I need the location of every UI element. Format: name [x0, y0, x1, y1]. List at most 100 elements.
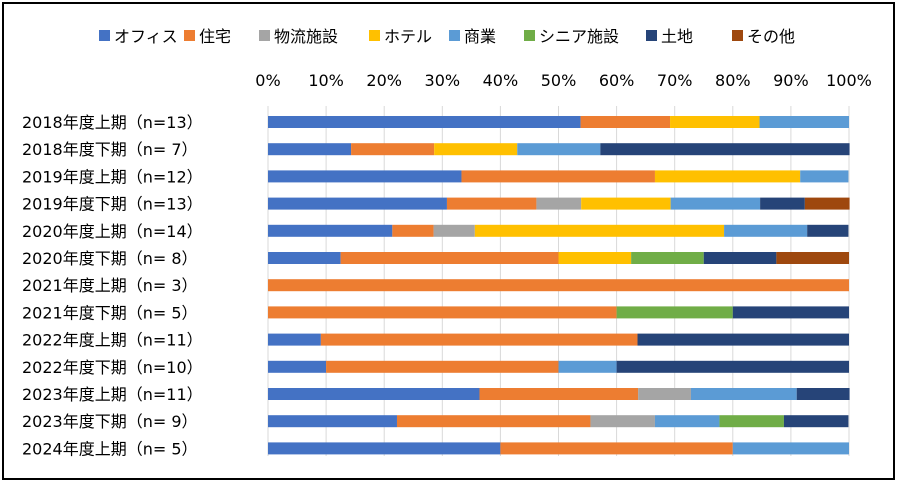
category-label: 2020年度上期（n=14）: [22, 222, 203, 241]
bar-segment: [637, 333, 849, 346]
bar-segment: [268, 279, 849, 292]
x-axis-ticks: 0% 10% 20% 30% 40% 50% 60% 70% 80% 90% 100%: [255, 71, 872, 90]
category-label: 2024年度上期（n= 5）: [22, 439, 198, 458]
bar-segment: [703, 252, 777, 264]
bar-segment: [268, 388, 480, 400]
bar-segment: [268, 306, 617, 319]
bar-segment: [800, 170, 849, 183]
x-tick-label: 80%: [715, 71, 751, 90]
legend-label: 商業: [464, 27, 496, 46]
x-tick-label: 10%: [308, 71, 344, 90]
bar-segment: [268, 143, 352, 156]
legend-swatch: [369, 30, 380, 41]
bar-segment: [268, 170, 462, 183]
bar-segment: [479, 388, 639, 400]
bar-segment: [690, 388, 797, 400]
y-axis-categories: 2018年度上期（n=13） 2018年度下期（n= 7） 2019年度上期（n=1…: [22, 113, 203, 458]
bar-segment: [804, 197, 850, 210]
legend-swatch: [184, 30, 195, 41]
bar-segment: [670, 116, 760, 128]
bar-segment: [433, 224, 475, 237]
bar-segment: [268, 415, 397, 428]
bar-segment: [434, 143, 518, 156]
bar-segment: [461, 170, 655, 183]
bar-segment: [474, 224, 725, 237]
category-label: 2022年度下期（n=10）: [22, 358, 203, 377]
category-label: 2023年度上期（n=11）: [22, 385, 203, 404]
legend-swatch: [449, 30, 460, 41]
bar-segment: [670, 197, 761, 210]
category-label: 2021年度上期（n= 3）: [22, 276, 198, 295]
bar-segment: [340, 252, 559, 264]
legend-label: 物流施設: [274, 27, 338, 46]
stacked-bar-chart: オフィス 住宅 物流施設 ホテル 商業 シニア施設 土地 その他 0% 10% 20% 30% 40%…: [22, 27, 872, 458]
x-tick-label: 40%: [483, 71, 519, 90]
bar-segment: [590, 415, 655, 428]
bar-segment: [732, 442, 849, 455]
bar-segment: [268, 116, 581, 128]
bar-segment: [326, 360, 559, 373]
legend-label: ホテル: [384, 27, 432, 46]
bar-segment: [392, 224, 434, 237]
bar-segment: [776, 252, 849, 264]
legend-label: 土地: [661, 27, 693, 46]
bar-segment: [616, 306, 733, 319]
legend-swatch: [524, 30, 535, 41]
bar-segment: [581, 197, 671, 210]
bar-segment: [517, 143, 601, 156]
bar-segment: [351, 143, 435, 156]
legend-swatch: [732, 30, 743, 41]
x-tick-label: 30%: [425, 71, 461, 90]
bar-segment: [580, 116, 671, 128]
category-label: 2022年度上期（n=11）: [22, 331, 203, 350]
x-tick-label: 70%: [657, 71, 693, 90]
bar-segment: [268, 252, 341, 264]
legend: オフィス 住宅 物流施設 ホテル 商業 シニア施設 土地 その他: [99, 27, 795, 46]
category-label: 2020年度下期（n= 8）: [22, 249, 198, 268]
bar-segment: [631, 252, 704, 264]
bar-segment: [396, 415, 591, 428]
bar-segment: [500, 442, 733, 455]
legend-swatch: [259, 30, 270, 41]
legend-label: シニア施設: [539, 27, 619, 46]
bar-segment: [558, 252, 632, 264]
bar-segment: [268, 224, 393, 237]
bar-segment: [268, 333, 321, 346]
bars: [268, 116, 850, 455]
bar-segment: [600, 143, 850, 156]
x-tick-label: 50%: [541, 71, 577, 90]
bar-segment: [654, 415, 720, 428]
legend-label: 住宅: [199, 27, 231, 46]
bar-segment: [807, 224, 849, 237]
x-tick-label: 60%: [599, 71, 635, 90]
x-tick-label: 90%: [773, 71, 809, 90]
category-label: 2023年度下期（n= 9）: [22, 412, 198, 431]
bar-segment: [719, 415, 784, 428]
bar-segment: [536, 197, 582, 210]
bar-segment: [616, 360, 849, 373]
x-tick-label: 20%: [366, 71, 402, 90]
bar-segment: [268, 442, 501, 455]
x-tick-label: 0%: [255, 71, 280, 90]
category-label: 2018年度下期（n= 7）: [22, 140, 198, 159]
bar-segment: [724, 224, 808, 237]
category-label: 2019年度上期（n=12）: [22, 167, 203, 186]
category-label: 2019年度下期（n=13）: [22, 195, 203, 214]
bar-segment: [732, 306, 849, 319]
category-label: 2021年度下期（n= 5）: [22, 303, 198, 322]
bar-segment: [796, 388, 850, 400]
x-tick-label: 100%: [826, 71, 872, 90]
bar-segment: [268, 360, 327, 373]
bar-segment: [558, 360, 617, 373]
bar-segment: [760, 197, 805, 210]
bar-segment: [638, 388, 691, 400]
legend-swatch: [646, 30, 657, 41]
legend-label: その他: [747, 27, 795, 46]
legend-label: オフィス: [114, 27, 178, 46]
bar-segment: [268, 197, 447, 210]
bar-segment: [783, 415, 849, 428]
bar-segment: [320, 333, 638, 346]
bar-segment: [654, 170, 801, 183]
legend-swatch: [99, 30, 110, 41]
category-label: 2018年度上期（n=13）: [22, 113, 203, 132]
